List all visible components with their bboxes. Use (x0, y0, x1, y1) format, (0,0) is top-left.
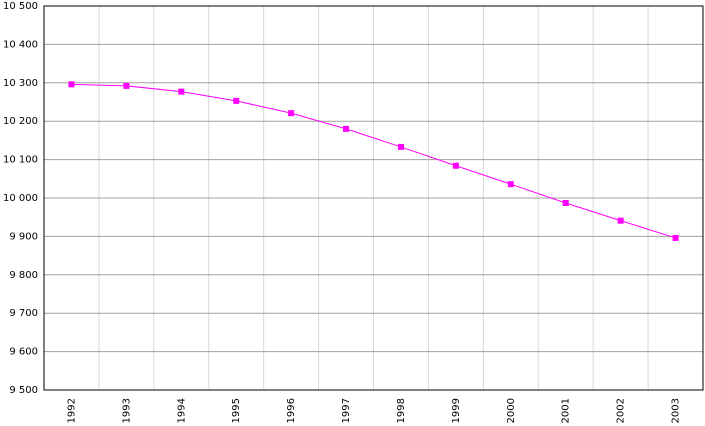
x-tick-label: 1993 (121, 398, 132, 423)
x-tick-label: 2003 (671, 398, 682, 423)
point-marker (562, 199, 569, 206)
point-marker (233, 97, 240, 104)
y-tick-label: 9 700 (9, 308, 38, 319)
x-tick-label: 2000 (506, 398, 517, 423)
y-tick-label: 9 900 (9, 231, 38, 242)
x-tick-label: 2001 (561, 398, 572, 423)
y-tick-label: 9 800 (9, 270, 38, 281)
x-tick-label: 1999 (451, 398, 462, 423)
plot-border (43, 5, 704, 391)
y-tick-label: 10 000 (3, 193, 38, 204)
point-marker (452, 162, 459, 169)
point-marker (123, 82, 130, 89)
point-marker (68, 81, 75, 88)
point-marker (507, 181, 514, 188)
y-tick-label: 9 600 (9, 347, 38, 358)
series-line (71, 83, 676, 239)
x-tick-label: 1995 (231, 398, 242, 423)
point-marker (288, 110, 295, 117)
x-tick-label: 1994 (176, 398, 187, 423)
x-tick-label: 1992 (66, 398, 77, 423)
point-marker (343, 125, 350, 132)
point-marker (178, 88, 185, 95)
point-marker (617, 217, 624, 224)
point-marker (397, 143, 404, 150)
x-tick-label: 2002 (616, 398, 627, 423)
y-tick-label: 10 400 (3, 39, 38, 50)
y-tick-label: 10 300 (3, 78, 38, 89)
x-tick-label: 1997 (341, 398, 352, 423)
y-tick-label: 10 100 (3, 155, 38, 166)
x-tick-label: 1996 (286, 398, 297, 423)
point-marker (672, 234, 679, 241)
y-tick-label: 10 500 (3, 1, 38, 12)
y-tick-label: 9 500 (9, 385, 38, 396)
x-tick-label: 1998 (396, 398, 407, 423)
y-tick-label: 10 200 (3, 116, 38, 127)
